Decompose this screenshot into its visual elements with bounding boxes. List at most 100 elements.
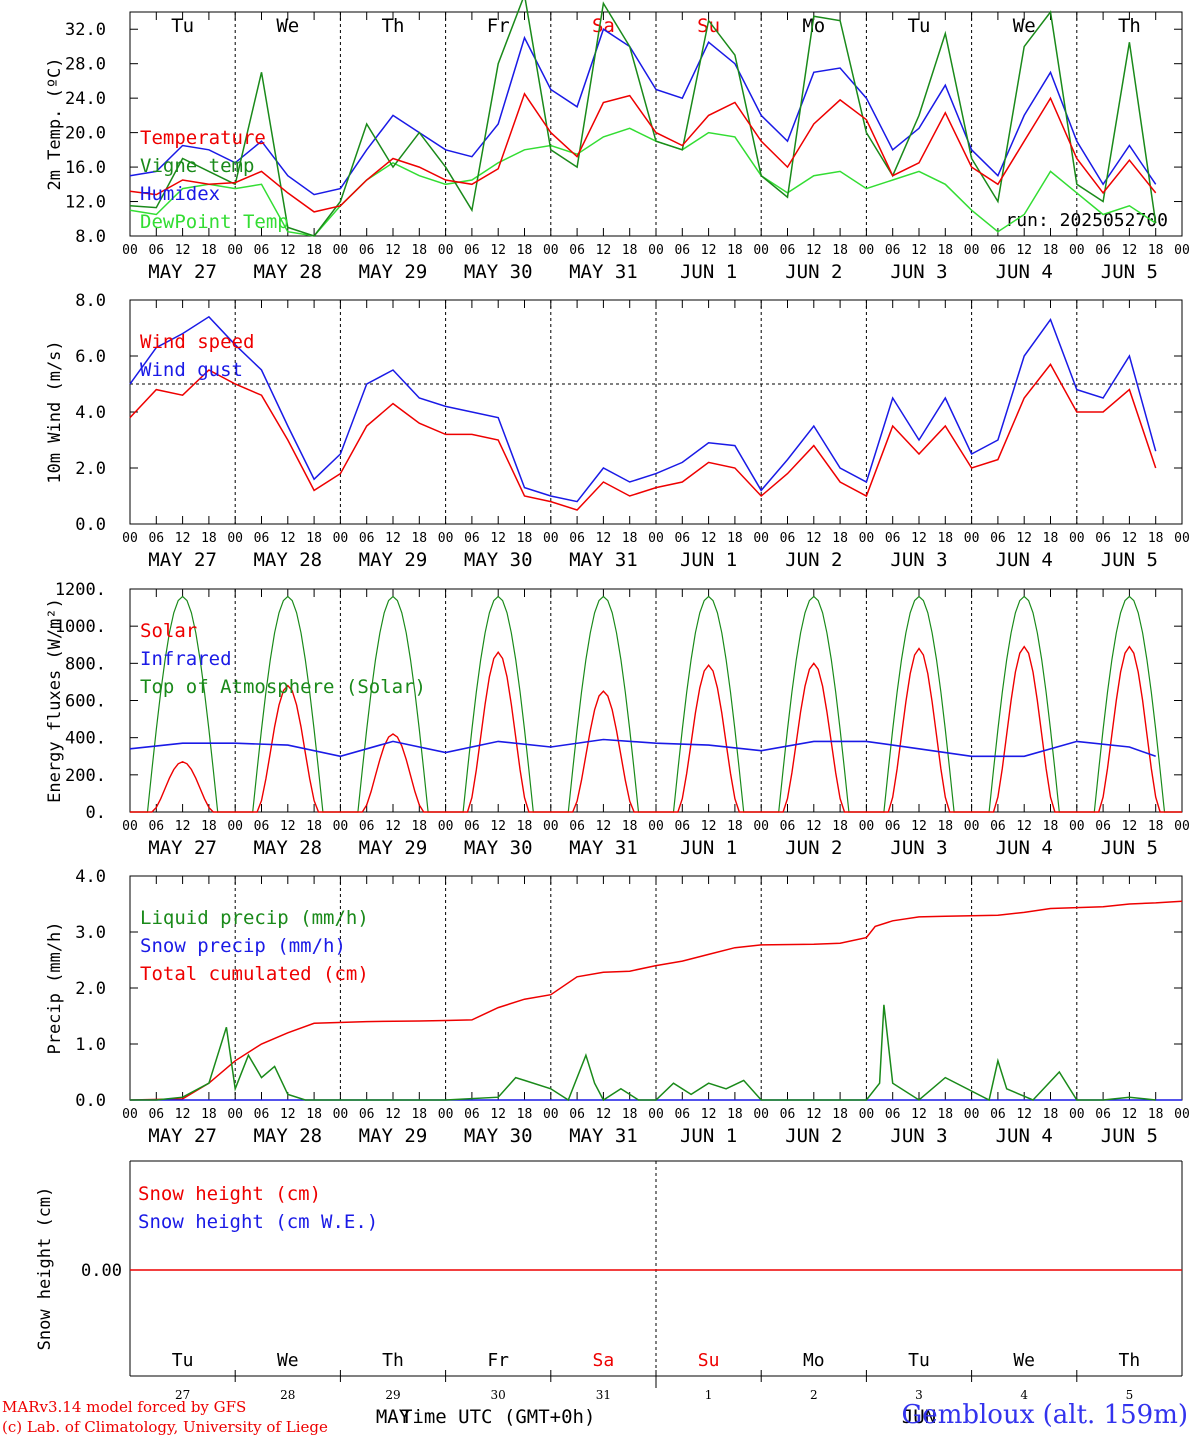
hour-label: 06	[1095, 1107, 1111, 1122]
hour-label: 12	[490, 243, 506, 258]
hour-label: 00	[964, 1107, 980, 1122]
hour-label: 18	[622, 243, 638, 258]
hour-label: 18	[201, 819, 217, 834]
hour-label: 00	[122, 243, 138, 258]
hour-label: 00	[438, 1107, 454, 1122]
hour-label: 06	[885, 531, 901, 546]
hour-label: 12	[1122, 243, 1138, 258]
legend-entry: Temperature	[140, 127, 266, 149]
hour-label: 12	[911, 1107, 927, 1122]
hour-label: 00	[859, 819, 875, 834]
date-label: JUN 4	[996, 549, 1053, 571]
hour-label: 12	[385, 819, 401, 834]
hour-label: 18	[832, 243, 848, 258]
date-label: MAY 31	[569, 837, 638, 859]
hour-label: 00	[227, 243, 243, 258]
legend-entry: Snow height (cm W.E.)	[138, 1211, 378, 1233]
y-tick-label: 2.0	[75, 459, 106, 479]
hour-label: 06	[780, 1107, 796, 1122]
panel-frame	[129, 299, 1183, 525]
hour-label: 18	[411, 1107, 427, 1122]
hour-label: 06	[254, 531, 270, 546]
hour-label: 18	[306, 531, 322, 546]
series-line	[129, 315, 1157, 503]
hour-label: 12	[701, 243, 717, 258]
hour-label: 00	[648, 819, 664, 834]
hour-label: 18	[306, 1107, 322, 1122]
hour-label: 12	[701, 1107, 717, 1122]
hour-label: 18	[201, 1107, 217, 1122]
y-tick-label: 1000.	[55, 617, 106, 637]
legend-entry: Vigne temp	[140, 155, 254, 177]
legend-entry: DewPoint Temp	[140, 211, 289, 233]
hour-label: 12	[911, 819, 927, 834]
date-label: JUN 4	[996, 261, 1053, 283]
hour-label: 12	[1122, 1107, 1138, 1122]
date-label: MAY 30	[464, 1125, 533, 1147]
hour-label: 06	[569, 243, 585, 258]
hour-label: 06	[148, 1107, 164, 1122]
hour-label: 00	[1174, 819, 1190, 834]
date-label: JUN 1	[680, 261, 737, 283]
y-axis-label: Precip (mm/h)	[45, 921, 65, 1054]
hour-label: 12	[806, 531, 822, 546]
hour-label: 06	[674, 819, 690, 834]
hour-label: 18	[517, 531, 533, 546]
y-tick-label: 32.0	[65, 20, 106, 40]
hour-label: 00	[753, 819, 769, 834]
series-line	[130, 1004, 1156, 1102]
weekday-label: Tu	[171, 15, 194, 37]
hour-label: 00	[1069, 531, 1085, 546]
weekday-label: Sa	[592, 15, 615, 37]
hour-label: 06	[148, 819, 164, 834]
hour-label: 12	[280, 531, 296, 546]
date-label: MAY 30	[464, 549, 533, 571]
hour-label: 18	[1043, 531, 1059, 546]
hour-label: 00	[648, 1107, 664, 1122]
hour-label: 00	[543, 243, 559, 258]
hour-label: 00	[964, 531, 980, 546]
hour-label: 00	[964, 243, 980, 258]
hour-label: 00	[333, 531, 349, 546]
hour-label: 18	[517, 243, 533, 258]
hour-label: 00	[1069, 819, 1085, 834]
series-line	[129, 92, 1157, 213]
hour-label: 00	[543, 1107, 559, 1122]
y-tick-label: 4.0	[75, 867, 106, 887]
hour-label: 18	[1148, 819, 1164, 834]
y-tick-label: 200.	[65, 766, 106, 786]
weekday-label: Mo	[802, 15, 825, 37]
date-label: MAY 27	[148, 1125, 217, 1147]
hour-label: 12	[1016, 1107, 1032, 1122]
date-label: JUN 5	[1101, 549, 1158, 571]
y-tick-label: 16.0	[65, 158, 106, 178]
date-label: MAY 29	[359, 1125, 428, 1147]
hour-label: 12	[911, 243, 927, 258]
hour-label: 00	[753, 243, 769, 258]
hour-label: 06	[780, 243, 796, 258]
hour-label: 00	[333, 819, 349, 834]
hour-label: 12	[280, 1107, 296, 1122]
hour-label: 06	[359, 243, 375, 258]
lab-credit: (c) Lab. of Climatology, University of L…	[2, 1418, 328, 1436]
weekday-label: Tu	[908, 15, 931, 37]
hour-label: 00	[438, 819, 454, 834]
model-credit: MARv3.14 model forced by GFS	[2, 1398, 247, 1416]
hour-label: 06	[674, 531, 690, 546]
hour-label: 06	[359, 819, 375, 834]
hour-label: 12	[175, 531, 191, 546]
hour-label: 18	[727, 1107, 743, 1122]
weekday-label: Sa	[593, 1350, 615, 1371]
weekday-label: Tu	[908, 1350, 930, 1371]
y-tick-label: 1.0	[75, 1035, 106, 1055]
hour-label: 06	[464, 531, 480, 546]
date-label: MAY 27	[148, 837, 217, 859]
y-tick-label: 3.0	[75, 923, 106, 943]
hour-label: 12	[280, 243, 296, 258]
hour-label: 06	[464, 243, 480, 258]
hour-label: 18	[937, 819, 953, 834]
hour-label: 18	[727, 243, 743, 258]
weekday-label: Tu	[172, 1350, 194, 1371]
hour-label: 06	[464, 819, 480, 834]
hour-label: 00	[122, 819, 138, 834]
